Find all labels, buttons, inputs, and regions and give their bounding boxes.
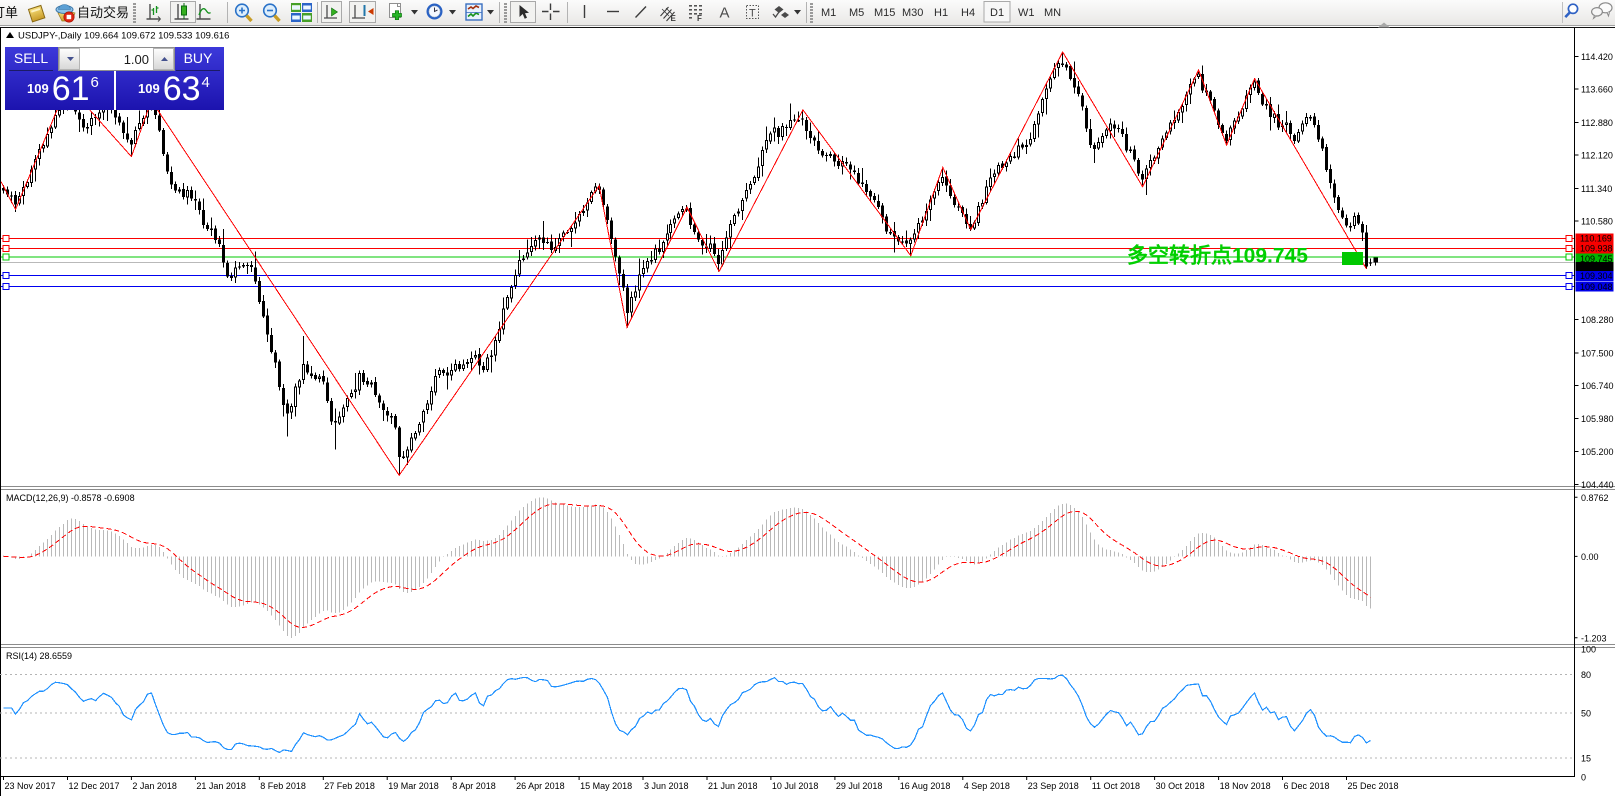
- svg-text:MACD(12,26,9) -0.8578 -0.6908: MACD(12,26,9) -0.8578 -0.6908: [6, 493, 135, 503]
- svg-text:25 Dec 2018: 25 Dec 2018: [1348, 781, 1399, 791]
- svg-text:订单: 订单: [0, 5, 18, 20]
- svg-text:4 Sep 2018: 4 Sep 2018: [964, 781, 1010, 791]
- svg-text:F: F: [697, 14, 702, 23]
- svg-text:21 Jan 2018: 21 Jan 2018: [196, 781, 246, 791]
- svg-text:H4: H4: [961, 7, 975, 19]
- svg-text:T: T: [749, 8, 756, 20]
- svg-text:A: A: [720, 5, 730, 22]
- svg-text:112.120: 112.120: [1581, 150, 1613, 160]
- svg-text:29 Jul 2018: 29 Jul 2018: [836, 781, 883, 791]
- svg-text:W1: W1: [1018, 7, 1035, 19]
- svg-text:H1: H1: [934, 7, 948, 19]
- svg-text:RSI(14) 28.6559: RSI(14) 28.6559: [6, 651, 72, 661]
- svg-text:D1: D1: [990, 7, 1004, 19]
- svg-text:18 Nov 2018: 18 Nov 2018: [1220, 781, 1271, 791]
- svg-text:M1: M1: [821, 7, 836, 19]
- svg-text:15: 15: [1581, 753, 1591, 763]
- svg-text:114.420: 114.420: [1581, 52, 1613, 62]
- svg-text:100: 100: [1581, 645, 1596, 655]
- svg-text:110.169: 110.169: [1580, 234, 1612, 244]
- svg-text:110.580: 110.580: [1581, 217, 1613, 227]
- svg-text:106.740: 106.740: [1581, 381, 1614, 391]
- svg-text:109.048: 109.048: [1580, 282, 1613, 292]
- svg-text:80: 80: [1581, 670, 1591, 680]
- svg-text:自动交易: 自动交易: [77, 5, 129, 20]
- svg-text:11 Oct 2018: 11 Oct 2018: [1092, 781, 1140, 791]
- svg-text:0: 0: [1581, 773, 1586, 783]
- svg-text:109.616: 109.616: [1580, 262, 1613, 272]
- svg-text:30 Oct 2018: 30 Oct 2018: [1156, 781, 1205, 791]
- svg-text:107.500: 107.500: [1581, 349, 1614, 359]
- svg-text:M30: M30: [902, 7, 923, 19]
- svg-text:M5: M5: [849, 7, 864, 19]
- svg-text:109.938: 109.938: [1580, 244, 1613, 254]
- svg-text:104.440: 104.440: [1581, 480, 1614, 490]
- svg-text:MN: MN: [1044, 7, 1061, 19]
- svg-text:113.660: 113.660: [1581, 84, 1613, 94]
- svg-text:2 Jan 2018: 2 Jan 2018: [132, 781, 177, 791]
- svg-text:109.745: 109.745: [1580, 254, 1613, 264]
- svg-text:50: 50: [1581, 709, 1591, 719]
- svg-text:0.00: 0.00: [1581, 552, 1599, 562]
- svg-text:USDJPY-,Daily 109.664 109.672: USDJPY-,Daily 109.664 109.672 109.533 10…: [18, 31, 229, 42]
- svg-text:M15: M15: [874, 7, 895, 19]
- svg-text:19 Mar 2018: 19 Mar 2018: [388, 781, 439, 791]
- svg-text:E: E: [671, 14, 677, 23]
- svg-text:23 Sep 2018: 23 Sep 2018: [1028, 781, 1079, 791]
- svg-text:23 Nov 2017: 23 Nov 2017: [5, 781, 56, 791]
- svg-text:8 Apr 2018: 8 Apr 2018: [452, 781, 496, 791]
- svg-text:8 Feb 2018: 8 Feb 2018: [260, 781, 306, 791]
- svg-text:3 Jun 2018: 3 Jun 2018: [644, 781, 689, 791]
- svg-text:16 Aug 2018: 16 Aug 2018: [900, 781, 951, 791]
- svg-text:6 Dec 2018: 6 Dec 2018: [1284, 781, 1330, 791]
- svg-text:多空转折点109.745: 多空转折点109.745: [1127, 244, 1308, 268]
- svg-text:109.304: 109.304: [1580, 271, 1613, 281]
- svg-text:105.980: 105.980: [1581, 414, 1614, 424]
- svg-text:112.880: 112.880: [1581, 118, 1613, 128]
- svg-text:111.340: 111.340: [1581, 184, 1612, 194]
- svg-text:21 Jun 2018: 21 Jun 2018: [708, 781, 758, 791]
- svg-text:10 Jul 2018: 10 Jul 2018: [772, 781, 819, 791]
- svg-text:0.8762: 0.8762: [1581, 493, 1609, 503]
- svg-text:-1.203: -1.203: [1581, 633, 1607, 643]
- svg-text:12 Dec 2017: 12 Dec 2017: [69, 781, 120, 791]
- svg-text:105.200: 105.200: [1581, 447, 1614, 457]
- svg-text:108.280: 108.280: [1581, 315, 1614, 325]
- svg-text:15 May 2018: 15 May 2018: [580, 781, 632, 791]
- svg-text:26 Apr 2018: 26 Apr 2018: [516, 781, 565, 791]
- svg-text:27 Feb 2018: 27 Feb 2018: [324, 781, 375, 791]
